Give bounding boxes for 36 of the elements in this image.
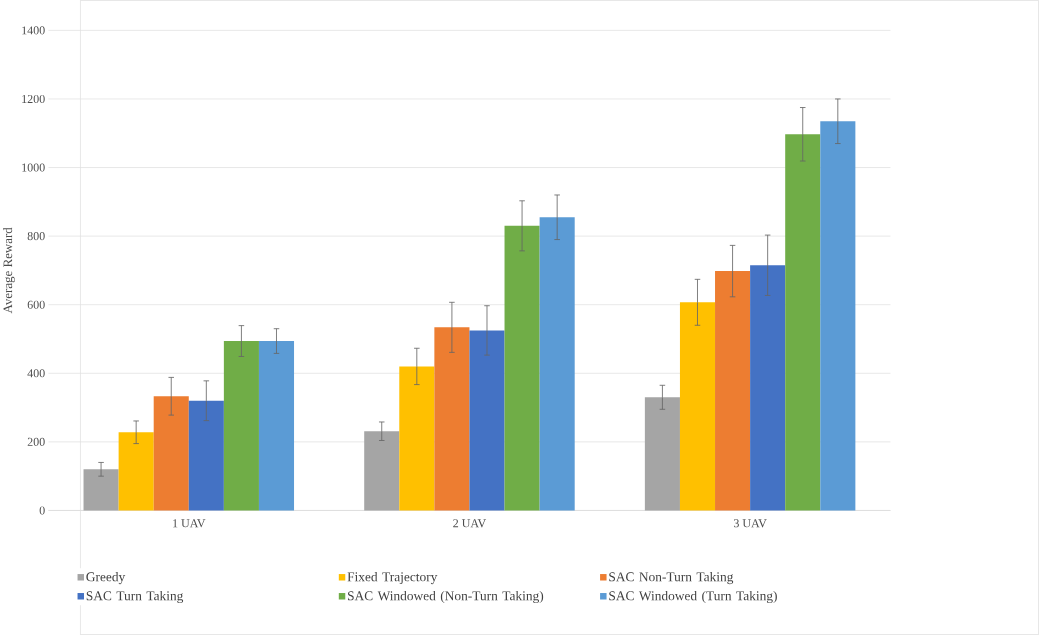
y-tick-label: 1200 (22, 94, 45, 103)
y-tick-label: 600 (27, 300, 45, 309)
bar (364, 431, 400, 511)
bar (188, 400, 224, 511)
y-tick-label: 400 (27, 369, 45, 378)
y-tick-label: 1400 (22, 26, 45, 35)
legend-label: SAC Windowed (Turn Taking) (609, 590, 777, 604)
bar (399, 366, 435, 511)
bar (715, 271, 751, 511)
bar (434, 327, 470, 511)
x-tick-label: 2 UAV (453, 519, 487, 528)
bar (820, 121, 856, 511)
legend-label: SAC Windowed (Non-Turn Taking) (348, 590, 544, 604)
bar (750, 265, 786, 511)
y-tick-label: 200 (27, 437, 45, 446)
bar (504, 225, 540, 511)
bar (785, 134, 821, 511)
bar (223, 341, 259, 511)
bar (118, 432, 154, 511)
y-tick-label: 800 (27, 232, 45, 241)
bar (83, 469, 119, 511)
bar (644, 397, 680, 511)
legend-label: Fixed Trajectory (347, 571, 438, 585)
legend-label: SAC Turn Taking (86, 590, 184, 604)
y-axis-title: Average Reward (3, 227, 15, 314)
y-tick-label: 0 (39, 506, 45, 515)
bar (469, 330, 505, 511)
bar (258, 341, 295, 511)
bar (153, 396, 189, 511)
bar (539, 217, 575, 511)
y-tick-label: 1000 (22, 163, 45, 172)
x-tick-label: 1 UAV (173, 519, 206, 528)
bar (679, 302, 716, 511)
legend-label: SAC Non-Turn Taking (609, 571, 734, 585)
x-tick-label: 3 UAV (733, 519, 767, 528)
legend-label: Greedy (86, 571, 126, 585)
